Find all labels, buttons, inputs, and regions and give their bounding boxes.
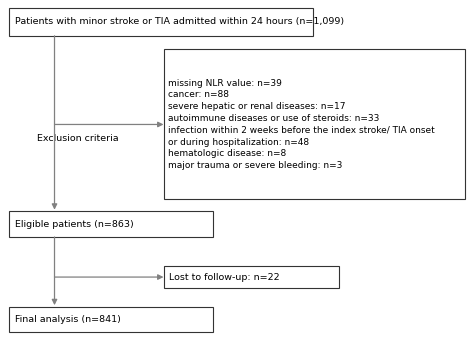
- Bar: [9, 307, 213, 332]
- Bar: [164, 49, 465, 199]
- Text: Exclusion criteria: Exclusion criteria: [37, 134, 119, 143]
- Text: missing NLR value: n=39
cancer: n=88
severe hepatic or renal diseases: n=17
auto: missing NLR value: n=39 cancer: n=88 sev…: [168, 79, 435, 170]
- Bar: [9, 211, 213, 237]
- Text: Patients with minor stroke or TIA admitted within 24 hours (n=1,099): Patients with minor stroke or TIA admitt…: [15, 17, 344, 26]
- Text: Final analysis (n=841): Final analysis (n=841): [15, 315, 121, 324]
- Text: Eligible patients (n=863): Eligible patients (n=863): [15, 220, 134, 229]
- Text: Lost to follow-up: n=22: Lost to follow-up: n=22: [169, 272, 280, 282]
- Bar: [164, 266, 339, 288]
- Bar: [9, 8, 313, 36]
